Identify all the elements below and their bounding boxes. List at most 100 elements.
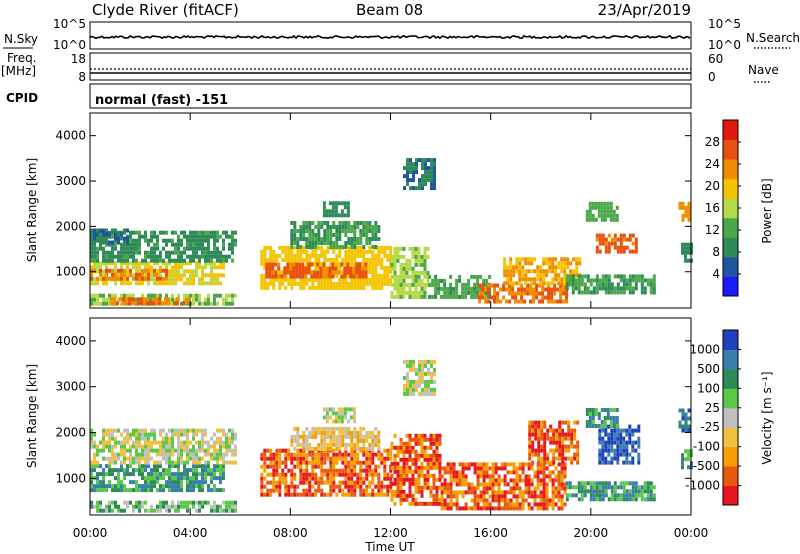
velocity-colorbar-swatch — [723, 446, 738, 467]
heatmap-cell — [412, 178, 415, 183]
heatmap-cell — [222, 301, 225, 306]
heatmap-cell — [355, 262, 359, 267]
heatmap-cell — [219, 508, 222, 513]
heatmap-cell — [435, 465, 439, 470]
heatmap-cell — [371, 277, 375, 282]
heatmap-cell — [503, 281, 507, 286]
heatmap-cell — [153, 508, 156, 513]
heatmap-cell — [591, 412, 595, 416]
heatmap-cell — [222, 428, 225, 433]
heatmap-cell — [545, 281, 549, 286]
heatmap-cell — [171, 258, 174, 263]
heatmap-cell — [408, 493, 412, 498]
heatmap-cell — [555, 448, 559, 453]
heatmap-cell — [368, 261, 372, 266]
heatmap-cell — [352, 270, 356, 275]
heatmap-cell — [293, 476, 297, 481]
heatmap-cell — [204, 273, 207, 278]
heatmap-cell — [347, 273, 351, 278]
heatmap-cell — [329, 229, 333, 233]
heatmap-cell — [168, 440, 171, 445]
heatmap-cell — [114, 281, 117, 286]
heatmap-cell — [347, 484, 351, 489]
heatmap-cell — [574, 282, 578, 287]
heatmap-cell — [613, 432, 617, 437]
heatmap-cell — [534, 432, 538, 437]
heatmap-cell — [269, 460, 273, 465]
heatmap-cell — [266, 281, 270, 286]
heatmap-cell — [622, 278, 626, 283]
heatmap-cell — [619, 444, 623, 449]
heatmap-cell — [542, 466, 546, 471]
heatmap-cell — [546, 432, 550, 437]
heatmap-cell — [93, 440, 96, 445]
heatmap-cell — [420, 501, 424, 506]
heatmap-cell — [117, 452, 120, 457]
heatmap-cell — [503, 498, 507, 503]
heatmap-cell — [592, 485, 596, 490]
heatmap-cell — [111, 258, 114, 263]
heatmap-cell — [390, 497, 394, 502]
heatmap-cell — [350, 249, 354, 254]
heatmap-cell — [435, 449, 439, 454]
heatmap-cell — [500, 494, 504, 499]
heatmap-cell — [583, 282, 587, 287]
heatmap-cell — [684, 424, 688, 429]
heatmap-cell — [575, 269, 579, 274]
heatmap-cell — [497, 506, 501, 511]
heatmap-cell — [610, 493, 614, 498]
heatmap-cell — [326, 426, 330, 431]
heatmap-cell — [144, 480, 147, 485]
heatmap-cell — [225, 301, 228, 306]
heatmap-cell — [531, 444, 535, 449]
heatmap-cell — [111, 448, 114, 453]
heatmap-cell — [120, 293, 123, 298]
heatmap-cell — [598, 448, 602, 453]
heatmap-cell — [326, 237, 330, 241]
heatmap-cell — [423, 477, 427, 482]
heatmap-cell — [476, 482, 480, 487]
heatmap-cell — [263, 277, 267, 282]
heatmap-cell — [427, 379, 430, 384]
heatmap-cell — [111, 250, 114, 255]
heatmap-cell — [219, 428, 222, 433]
heatmap-cell — [90, 488, 93, 493]
heatmap-cell — [518, 478, 522, 483]
heatmap-cell — [141, 261, 144, 266]
heatmap-cell — [452, 286, 456, 291]
heatmap-cell — [326, 480, 330, 485]
heatmap-cell — [417, 453, 421, 458]
heatmap-cell — [458, 274, 462, 279]
heatmap-cell — [341, 472, 345, 477]
heatmap-cell — [402, 290, 406, 295]
heatmap-cell — [600, 217, 604, 222]
heatmap-cell — [281, 281, 285, 286]
heatmap-cell — [634, 497, 638, 502]
heatmap-cell — [320, 476, 324, 481]
heatmap-cell — [96, 250, 99, 255]
heatmap-cell — [390, 254, 394, 259]
heatmap-cell — [518, 466, 522, 471]
heatmap-cell — [210, 504, 213, 509]
heatmap-cell — [347, 464, 351, 469]
heatmap-cell — [228, 242, 231, 247]
heatmap-cell — [536, 506, 540, 511]
heatmap-cell — [162, 246, 165, 251]
heatmap-cell — [396, 489, 400, 494]
heatmap-cell — [122, 297, 125, 302]
heatmap-cell — [287, 468, 291, 473]
power-colorbar-tick: 24 — [705, 157, 720, 171]
heatmap-cell — [195, 460, 198, 465]
heatmap-cell — [503, 261, 507, 266]
heatmap-cell — [174, 480, 177, 485]
heatmap-cell — [132, 504, 135, 509]
heatmap-cell — [493, 299, 497, 304]
heatmap-cell — [396, 453, 400, 458]
heatmap-cell — [311, 492, 315, 497]
heatmap-cell — [485, 482, 489, 487]
heatmap-cell — [687, 428, 691, 433]
heatmap-cell — [405, 457, 409, 462]
heatmap-cell — [290, 249, 294, 254]
heatmap-cell — [423, 258, 427, 263]
heatmap-cell — [347, 460, 351, 465]
